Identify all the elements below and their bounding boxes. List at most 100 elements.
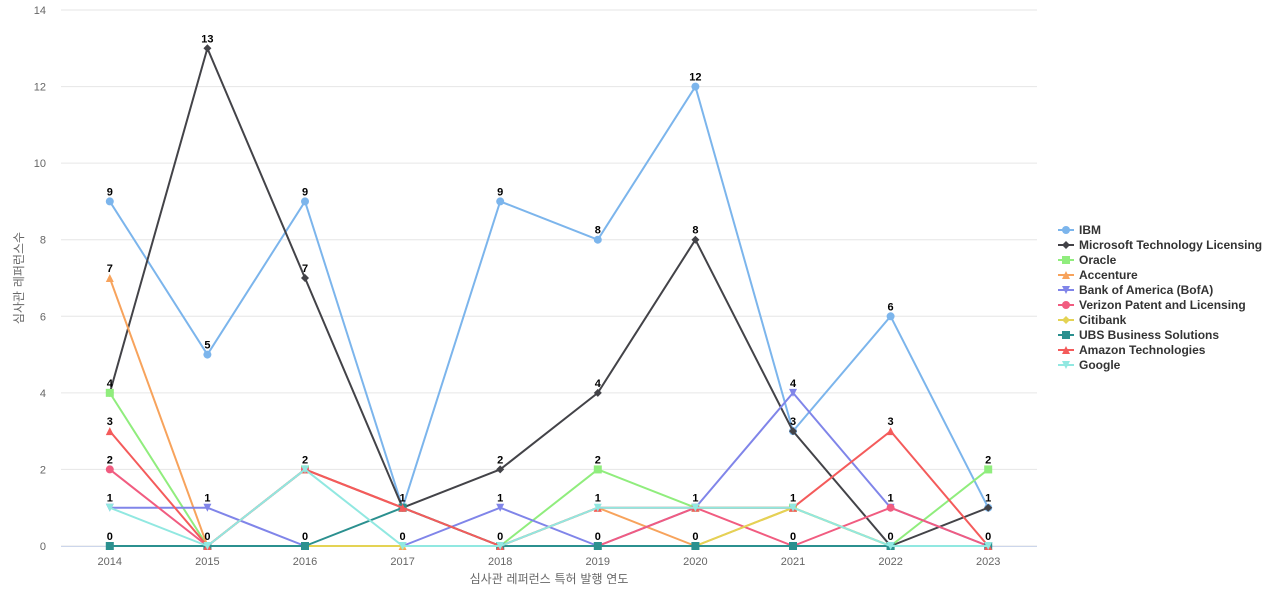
data-point[interactable] — [301, 542, 309, 550]
legend-label: Verizon Patent and Licensing — [1079, 298, 1246, 312]
data-point[interactable] — [691, 82, 700, 91]
data-label: 0 — [888, 531, 894, 543]
legend-item[interactable]: Microsoft Technology Licensing — [1058, 238, 1262, 252]
data-point[interactable] — [886, 503, 895, 512]
legend-item[interactable]: Google — [1058, 358, 1121, 372]
legend-marker[interactable] — [1062, 286, 1070, 294]
data-point[interactable] — [203, 503, 212, 512]
data-point[interactable] — [691, 235, 700, 244]
legend-item[interactable]: UBS Business Solutions — [1058, 328, 1219, 342]
legend-item[interactable]: Accenture — [1058, 268, 1138, 282]
legend-marker[interactable] — [1062, 361, 1070, 369]
data-label: 0 — [595, 531, 601, 543]
data-point[interactable] — [496, 197, 505, 206]
data-label: 8 — [595, 225, 601, 237]
data-point[interactable] — [203, 44, 212, 53]
data-point[interactable] — [105, 465, 114, 474]
data-label: 9 — [107, 186, 113, 198]
data-point[interactable] — [984, 542, 993, 550]
data-point[interactable] — [496, 465, 505, 474]
legend-label: Microsoft Technology Licensing — [1079, 238, 1262, 252]
data-point[interactable] — [301, 197, 309, 206]
data-point[interactable] — [105, 542, 114, 550]
legend-label: UBS Business Solutions — [1079, 328, 1219, 342]
legend-marker[interactable] — [1062, 226, 1070, 234]
data-point[interactable] — [398, 503, 407, 512]
data-label: 9 — [497, 186, 503, 198]
series-line — [108, 47, 989, 547]
series-ibm — [105, 82, 993, 512]
data-label: 1 — [204, 493, 210, 505]
data-label: 0 — [790, 531, 796, 543]
data-point[interactable] — [496, 503, 505, 512]
legend-item[interactable]: Oracle — [1058, 253, 1117, 267]
data-point[interactable] — [398, 542, 407, 550]
data-point[interactable] — [496, 542, 505, 550]
data-label: 5 — [204, 340, 210, 352]
data-label: 1 — [888, 493, 894, 505]
series-line — [109, 468, 989, 547]
data-point[interactable] — [984, 465, 993, 474]
legend-label: Citibank — [1079, 313, 1127, 327]
x-tick-label: 2015 — [195, 556, 219, 568]
data-point[interactable] — [691, 503, 700, 512]
y-tick-label: 10 — [34, 158, 46, 170]
data-label: 2 — [302, 454, 308, 466]
grid-lines — [61, 9, 1037, 547]
data-label: 0 — [692, 531, 698, 543]
legend-item[interactable]: Amazon Technologies — [1058, 343, 1206, 357]
legend-item[interactable]: IBM — [1058, 223, 1101, 237]
data-point[interactable] — [789, 503, 797, 512]
data-point[interactable] — [203, 542, 212, 550]
y-tick-label: 8 — [40, 235, 46, 247]
x-tick-label: 2023 — [976, 556, 1000, 568]
series-microsoft-technology-licensing — [105, 44, 993, 550]
legend-item[interactable]: Citibank — [1058, 313, 1127, 327]
data-point[interactable] — [789, 542, 797, 550]
data-label: 2 — [595, 454, 601, 466]
legend-marker[interactable] — [1062, 241, 1070, 249]
data-point[interactable] — [105, 388, 114, 397]
legend-marker[interactable] — [1062, 346, 1070, 354]
data-point[interactable] — [105, 427, 114, 436]
legend-marker[interactable] — [1062, 256, 1070, 264]
data-point[interactable] — [593, 388, 602, 397]
data-point[interactable] — [593, 542, 602, 550]
data-label: 3 — [107, 416, 113, 428]
data-point[interactable] — [203, 350, 212, 359]
data-point[interactable] — [593, 503, 602, 512]
y-axis-ticks: 0 2 4 6 8 10 12 14 — [34, 5, 46, 553]
legend-marker[interactable] — [1062, 331, 1070, 339]
data-point[interactable] — [886, 312, 895, 321]
series-group — [105, 44, 993, 550]
data-point[interactable] — [691, 542, 700, 550]
data-label: 0 — [985, 531, 991, 543]
legend-marker[interactable] — [1062, 316, 1070, 324]
data-point[interactable] — [593, 465, 602, 474]
data-point[interactable] — [105, 274, 114, 282]
data-point[interactable] — [886, 427, 895, 436]
x-axis-ticks: 2014 2015 2016 2017 2018 2019 2020 2021 2022 2023 — [98, 556, 1001, 568]
data-point[interactable] — [593, 235, 602, 244]
legend-label: Bank of America (BofA) — [1079, 283, 1213, 297]
legend-item[interactable]: Bank of America (BofA) — [1058, 283, 1213, 297]
data-point[interactable] — [105, 503, 114, 512]
legend-marker[interactable] — [1062, 271, 1070, 279]
data-point[interactable] — [984, 503, 993, 512]
data-point[interactable] — [301, 274, 309, 282]
data-label: 4 — [107, 378, 114, 390]
legend-item[interactable]: Verizon Patent and Licensing — [1058, 298, 1246, 312]
data-label: 0 — [302, 531, 308, 543]
data-label: 13 — [201, 33, 213, 45]
data-label: 4 — [790, 378, 797, 390]
data-point[interactable] — [301, 465, 309, 474]
data-point[interactable] — [789, 388, 797, 397]
data-label: 4 — [595, 378, 602, 390]
data-point[interactable] — [789, 427, 797, 436]
data-point[interactable] — [105, 197, 114, 206]
legend-marker[interactable] — [1062, 301, 1070, 309]
y-tick-label: 12 — [34, 82, 46, 94]
data-point[interactable] — [886, 542, 895, 550]
